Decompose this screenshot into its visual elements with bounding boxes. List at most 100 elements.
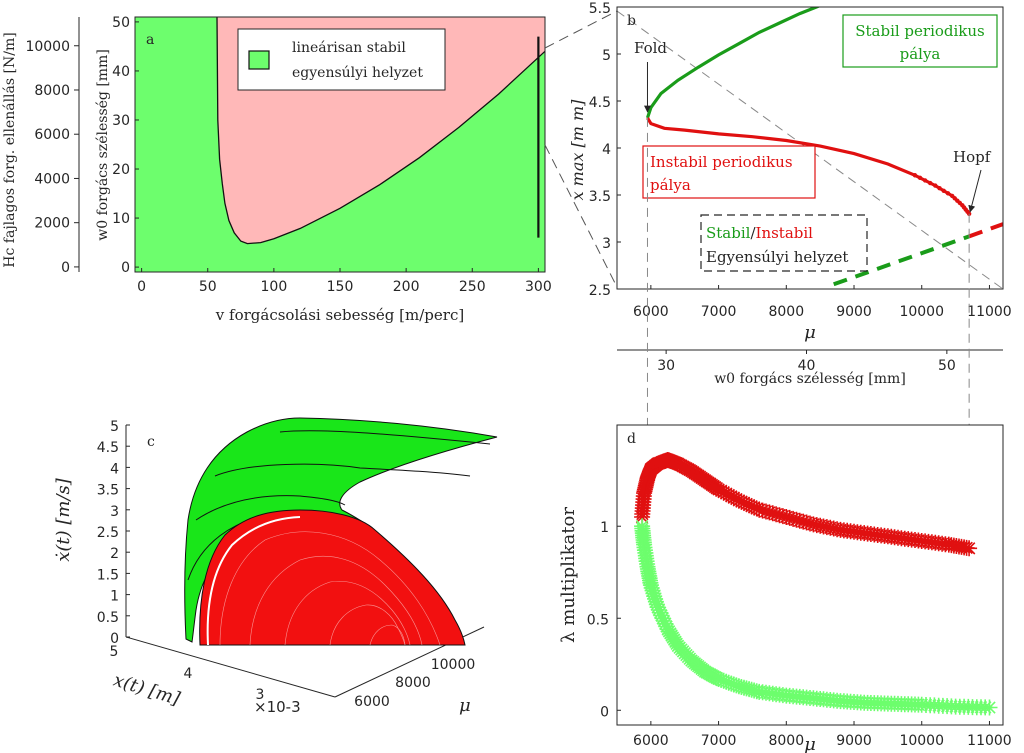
panel-c-z-label: ẋ(t) [m/s]: [53, 477, 74, 562]
panel-a-secondary-y-label: Hc fajlagos forg. ellenállás [N/m]: [2, 32, 18, 267]
panel-b-secondary-x-ticks: 30 40 50: [657, 350, 956, 374]
y-tick-label: 1: [600, 520, 609, 536]
x-tick-label: 7000: [701, 304, 737, 320]
panel-c-x-ticks: 5 4 3: [110, 644, 265, 703]
legend-line-1: lineárisan stabil: [292, 40, 406, 56]
panel-b-y-label: x max [m m]: [568, 99, 587, 201]
multiplier-point-instabil: [741, 497, 758, 514]
unstable-periodic-line-2: pálya: [650, 176, 691, 194]
panel-c-x-label: x(t) [m]: [111, 670, 183, 710]
z-tick-label: 1: [110, 589, 119, 605]
x-tick-label: 10000: [899, 304, 944, 320]
x-tick-label: 0: [137, 279, 146, 295]
x-tick-label: 3: [256, 687, 265, 703]
unstable-surface-rings: [219, 531, 441, 646]
multiplier-point-instabil: [723, 488, 740, 505]
panel-d-y-label: λ multiplikator: [558, 507, 579, 643]
multiplier-point-instabil: [736, 494, 752, 511]
multiplier-point-instabil: [795, 513, 812, 530]
secondary-y-tick-label: 8000: [34, 83, 70, 99]
panel-a-letter: a: [146, 32, 154, 48]
y-tick-label: 50: [112, 15, 130, 31]
y-tick-label: 0: [600, 704, 609, 720]
secondary-x-tick-label: 30: [657, 358, 675, 374]
equilibrium-branch-3: [968, 222, 1003, 239]
multiplier-point-stabil: [713, 671, 730, 688]
branch-point: [912, 173, 918, 178]
y-tick-label: 4: [602, 142, 611, 158]
multiplier-point-stabil: [723, 675, 740, 692]
secondary-y-tick-label: 6000: [34, 127, 70, 143]
multiplier-point-stabil: [646, 588, 663, 605]
panel-c-mu-label: μ: [459, 695, 471, 716]
multiplier-point-stabil: [658, 618, 675, 635]
multiplier-point-stabil: [710, 671, 727, 687]
x-tick-label: 8000: [768, 733, 804, 749]
mu-tick-label: 10000: [431, 657, 476, 673]
multiplier-point-stabil: [647, 593, 664, 610]
stable-periodic-line-1: Stabil periodikus: [855, 22, 985, 40]
zoom-connector-lines: [544, 10, 618, 288]
branch-point: [941, 188, 946, 193]
branch-point: [933, 183, 938, 188]
y-tick-label: 2.5: [589, 283, 611, 299]
multiplier-point-instabil: [730, 492, 747, 509]
multiplier-point-instabil: [778, 509, 795, 525]
multiplier-point-instabil: [798, 514, 815, 531]
multiplier-point-instabil: [802, 515, 818, 532]
panel-a-x-ticks: 0 50 100 150 200 250 300: [137, 268, 552, 295]
stable-periodic-line-2: pálya: [900, 45, 941, 63]
x-tick-label: 11000: [967, 304, 1012, 320]
equilibrium-stable: Stabil: [706, 224, 751, 242]
branch-point: [937, 185, 942, 191]
fold-label: Fold: [634, 39, 667, 57]
x-tick-label: 250: [459, 279, 486, 295]
y-tick-label: 10: [112, 211, 130, 227]
multiplier-point-instabil: [718, 485, 735, 502]
panel-c-x-exponent: ×10-3: [254, 698, 301, 716]
x-tick-label: 300: [525, 279, 552, 295]
panel-b-y-ticks: 2.5 3 3.5 4 4.5 5 5.5: [589, 1, 621, 299]
panel-b-series: [645, 7, 1003, 287]
z-tick-label: 0: [110, 631, 119, 647]
x-tick-label: 6000: [633, 304, 669, 320]
panel-b-diagonal-guide: [617, 10, 1003, 289]
multiplier-point-instabil: [768, 506, 785, 523]
y-tick-label: 0.5: [587, 612, 609, 628]
x-tick-label: 150: [327, 279, 354, 295]
equilibrium-unstable: Instabil: [756, 224, 814, 242]
z-tick-label: 4: [110, 461, 119, 477]
panel-c: 0 0.5 1 1.5 2 2.5 3 3.5 4 4.5 5 c ẋ(t) [m/s] 5 4 3 ×…: [53, 417, 498, 716]
x-tick-label: 9000: [836, 304, 872, 320]
z-tick-label: 2.5: [97, 525, 119, 541]
multiplier-point-stabil: [653, 607, 670, 624]
panel-b-letter: b: [627, 13, 636, 29]
panel-a-y-ticks: 0 10 20 30 40 50: [112, 15, 139, 276]
y-tick-label: 30: [112, 113, 130, 129]
multiplier-point-stabil: [647, 590, 664, 607]
multiplier-point-instabil: [715, 484, 732, 501]
multiplier-point-instabil: [961, 540, 978, 557]
equilibrium-slash: /: [750, 224, 756, 242]
multiplier-point-instabil: [746, 499, 763, 516]
x-tick-label: 100: [261, 279, 288, 295]
panel-b-secondary-x-label: w0 forgács szélesség [mm]: [714, 371, 906, 387]
x-tick-label: 5: [110, 644, 119, 660]
multiplier-point-stabil: [720, 674, 737, 691]
multiplier-point-instabil: [761, 504, 778, 521]
multiplier-point-instabil: [791, 512, 808, 529]
y-tick-label: 3: [602, 236, 611, 252]
x-tick-label: 11000: [967, 733, 1012, 749]
multiplier-point-instabil: [774, 508, 791, 525]
hopf-label: Hopf: [953, 148, 992, 166]
multiplier-point-stabil: [728, 677, 745, 694]
panel-d-background: [617, 425, 1003, 725]
equilibrium-box: Stabil/Instabil Egyensúlyi helyzet: [700, 214, 868, 272]
branch-point: [945, 191, 951, 196]
z-tick-label: 0.5: [97, 610, 119, 626]
stable-periodic-box: Stabil periodikus pálya: [842, 14, 998, 68]
panel-a-x-label: v forgácsolási sebesség [m/perc]: [215, 306, 464, 324]
stable-surface-meridians: [187, 430, 491, 581]
multiplier-point-instabil: [743, 498, 760, 515]
